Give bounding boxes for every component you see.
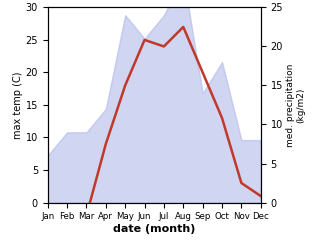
X-axis label: date (month): date (month) [113, 224, 196, 234]
Y-axis label: med. precipitation
(kg/m2): med. precipitation (kg/m2) [286, 63, 305, 147]
Y-axis label: max temp (C): max temp (C) [13, 71, 23, 139]
